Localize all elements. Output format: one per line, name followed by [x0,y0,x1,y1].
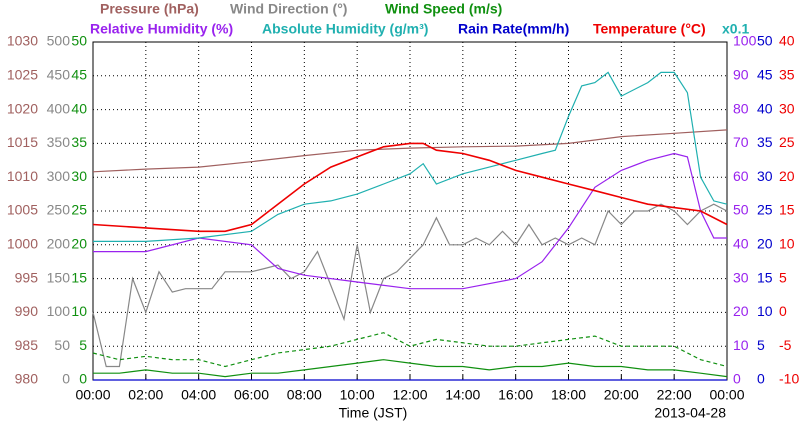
legend-entry: Wind Speed (m/s) [385,1,502,17]
x-axis-label: Time (JST) [339,405,408,421]
y-tick-label: 5 [757,337,765,353]
legend-entry: Rain Rate(mm/h) [458,21,569,37]
x-tick-label: 14:00 [445,387,480,403]
x-tick-label: 06:00 [234,387,269,403]
y-tick-label: 50 [71,33,87,49]
y-tick-label: -10 [779,371,799,387]
x-tick-label: 00:00 [75,387,110,403]
y-tick-label: 30 [757,168,773,184]
y-tick-label: 10 [71,303,87,319]
y-tick-label: 80 [733,100,749,116]
x-tick-label: 00:00 [709,387,744,403]
x-tick-label: 20:00 [604,387,639,403]
legend-entry: Temperature (°C) [593,21,706,37]
y-tick-label: 35 [757,134,773,150]
y-tick-label: 20 [733,303,749,319]
y-tick-label: 0 [779,303,787,319]
y-tick-label: -5 [779,337,792,353]
y-tick-label: 40 [779,33,795,49]
y-tick-label: 70 [733,134,749,150]
y-tick-label: 15 [779,202,795,218]
y-tick-label: 200 [47,236,71,252]
legend-entry: Relative Humidity (%) [90,21,233,37]
y-tick-label: 350 [47,134,71,150]
series-line [92,142,728,233]
y-tick-label: 35 [71,134,87,150]
y-tick-label: 0 [62,371,70,387]
scale-note: x0.1 [722,21,749,37]
y-tick-label: 990 [15,303,39,319]
y-tick-label: 450 [47,67,71,83]
y-tick-label: 60 [733,168,749,184]
x-tick-label: 18:00 [551,387,586,403]
y-tick-label: 40 [757,100,773,116]
legend-entry: Absolute Humidity (g/m³) [262,21,428,37]
x-tick-label: 22:00 [657,387,692,403]
x-tick-label: 04:00 [181,387,216,403]
y-tick-label: 30 [733,269,749,285]
y-tick-label: 1030 [7,33,38,49]
y-tick-label: 0 [757,371,765,387]
y-tick-label: 10 [757,303,773,319]
y-tick-label: 15 [71,269,87,285]
series-line [93,152,727,290]
y-tick-label: 985 [15,337,39,353]
y-tick-label: 10 [779,236,795,252]
series-line [93,71,728,242]
x-tick-label: 10:00 [340,387,375,403]
y-tick-label: 10 [733,337,749,353]
y-tick-label: 995 [15,269,39,285]
x-tick-label: 08:00 [287,387,322,403]
legend-entry: Wind Direction (°) [230,1,347,17]
series-line [92,129,728,173]
y-tick-label: 5 [779,269,787,285]
y-tick-label: 250 [47,202,71,218]
y-tick-label: 300 [47,168,71,184]
y-tick-label: 15 [757,269,773,285]
y-tick-label: 45 [71,67,87,83]
legend-entry: Pressure (hPa) [100,1,199,17]
y-tick-label: 400 [47,100,71,116]
y-tick-label: 30 [71,168,87,184]
x-tick-label: 16:00 [498,387,533,403]
y-tick-label: 1005 [7,202,38,218]
y-tick-label: 35 [779,67,795,83]
y-tick-label: 20 [757,236,773,252]
y-tick-label: 980 [15,371,39,387]
y-tick-label: 30 [779,100,795,116]
y-tick-label: 150 [47,269,71,285]
series-line [92,203,728,368]
y-tick-label: 25 [757,202,773,218]
y-tick-label: 50 [757,33,773,49]
y-tick-label: 0 [733,371,741,387]
y-tick-label: 20 [71,236,87,252]
y-tick-label: 1010 [7,168,38,184]
y-tick-label: 25 [71,202,87,218]
y-tick-label: 20 [779,168,795,184]
y-tick-label: 50 [54,337,70,353]
y-tick-label: 1025 [7,67,38,83]
y-tick-label: 40 [71,100,87,116]
x-tick-label: 12:00 [392,387,427,403]
y-tick-label: 100 [733,33,757,49]
y-tick-label: 25 [779,134,795,150]
series-line [92,332,728,368]
y-tick-label: 50 [733,202,749,218]
y-tick-label: 5 [79,337,87,353]
y-tick-label: 90 [733,67,749,83]
y-tick-label: 45 [757,67,773,83]
y-tick-label: 1020 [7,100,38,116]
date-label: 2013-04-28 [654,405,726,421]
y-tick-label: 40 [733,236,749,252]
y-tick-label: 100 [47,303,71,319]
series-line [93,359,728,378]
x-tick-label: 02:00 [128,387,163,403]
y-tick-label: 1015 [7,134,38,150]
y-tick-label: 1000 [7,236,38,252]
y-tick-label: 0 [79,371,87,387]
y-tick-label: 500 [47,33,71,49]
